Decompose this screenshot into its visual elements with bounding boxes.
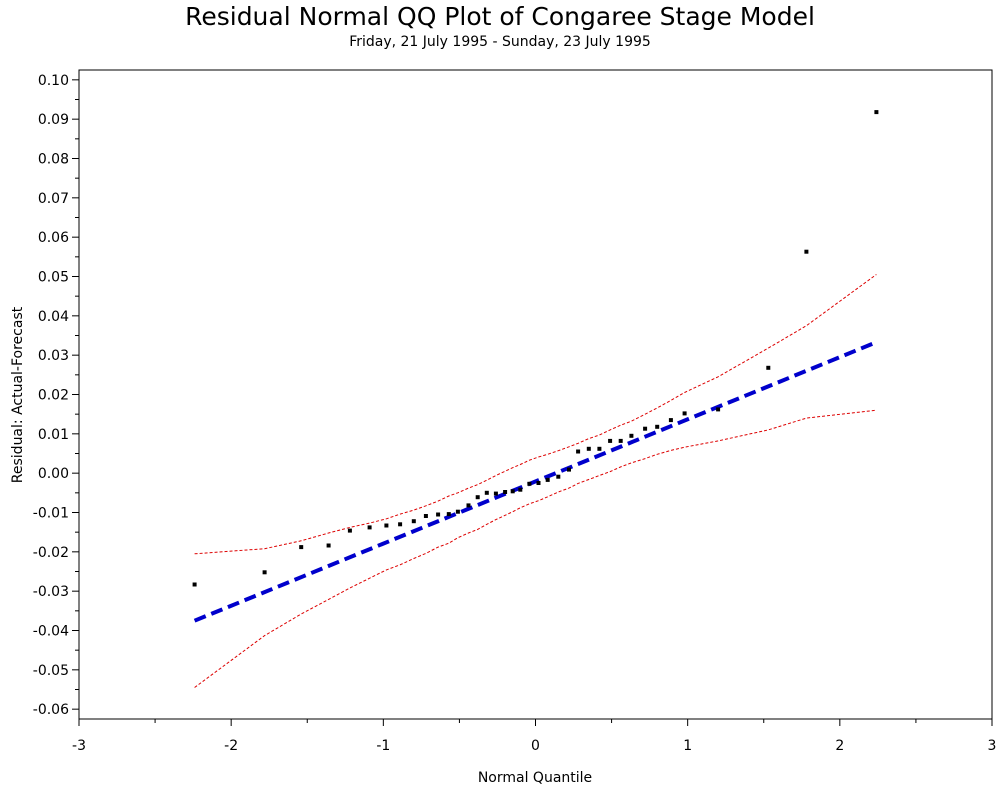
residual-point [618,438,623,443]
residual-point [608,438,613,443]
x-tick-label: 1 [683,738,692,754]
plot-frame [78,69,993,720]
y-axis-title: Residual: Actual-Forecast [10,306,26,483]
residual-point [629,433,634,438]
y-tick-label: 0.08 [38,152,69,168]
x-tick-label: -3 [72,738,86,754]
residual-point [567,467,571,472]
y-tick-label: 0.05 [38,270,69,286]
y-tick-label: 0.01 [38,427,69,443]
y-tick-label: -0.05 [33,663,69,679]
y-tick-label: 0.09 [38,112,69,128]
x-tick-label: -1 [376,738,390,754]
residual-point [586,446,591,451]
confidence-band-layer [194,274,877,688]
upper-confidence-band [194,274,877,555]
residual-points-layer [192,110,879,587]
residual-point [398,522,403,527]
lower-confidence-band [194,409,877,688]
residual-point [510,489,515,494]
residual-point [436,512,441,517]
residual-point [874,110,879,115]
residual-point [655,424,660,429]
residual-point [475,495,480,500]
y-tick-label: -0.04 [33,624,69,640]
y-tick-label: -0.02 [33,545,69,561]
residual-point [446,512,451,517]
y-tick-label: 0.04 [38,309,69,325]
residual-point [326,543,331,548]
residual-point [503,490,508,494]
residual-point [597,446,602,451]
y-tick-label: -0.03 [33,584,69,600]
residual-point [766,365,771,370]
residual-point [643,426,648,431]
residual-point [262,570,267,575]
reference-line-layer [193,340,878,623]
residual-point [545,477,550,482]
y-tick-label: 0.03 [38,348,69,364]
x-tick-label: 3 [988,738,997,754]
residual-point [466,503,471,508]
residual-point [518,487,523,492]
y-tick-label: 0.00 [38,466,69,482]
residual-point [411,519,416,524]
residual-point [484,490,489,495]
residual-point [668,418,673,423]
x-axis-title: Normal Quantile [478,770,592,786]
residual-point [423,514,428,518]
residual-point [299,545,304,550]
residual-point [493,491,498,496]
residual-point [716,407,721,412]
y-tick-label: 0.02 [38,388,69,404]
x-tick-label: 2 [835,738,844,754]
y-tick-label: 0.10 [38,73,69,89]
residual-point [367,525,372,530]
chart-title: Residual Normal QQ Plot of Congaree Stag… [185,2,815,31]
residual-point [347,528,352,533]
residual-point [556,474,561,479]
residual-point [804,249,809,254]
reference-line [193,340,878,623]
y-axis: 0.10 0.09 0.08 0.07 0.06 0.05 0.04 0.03 0.02 0.01… [33,73,79,718]
y-tick-label: -0.01 [33,506,69,522]
residual-point [536,481,541,485]
x-tick-label: -2 [224,738,238,754]
residual-point [384,523,389,528]
y-tick-label: 0.06 [38,230,69,246]
residual-point [192,582,197,587]
residual-point [682,411,687,416]
residual-point [455,509,460,514]
residual-point [576,449,581,454]
x-tick-label: 0 [531,738,540,754]
residual-point [527,481,532,486]
chart-subtitle: Friday, 21 July 1995 - Sunday, 23 July 1… [349,34,651,50]
y-tick-label: 0.07 [38,191,69,207]
y-tick-label: -0.06 [33,702,69,718]
x-axis: -3 -2 -1 0 1 2 3 [72,719,996,754]
